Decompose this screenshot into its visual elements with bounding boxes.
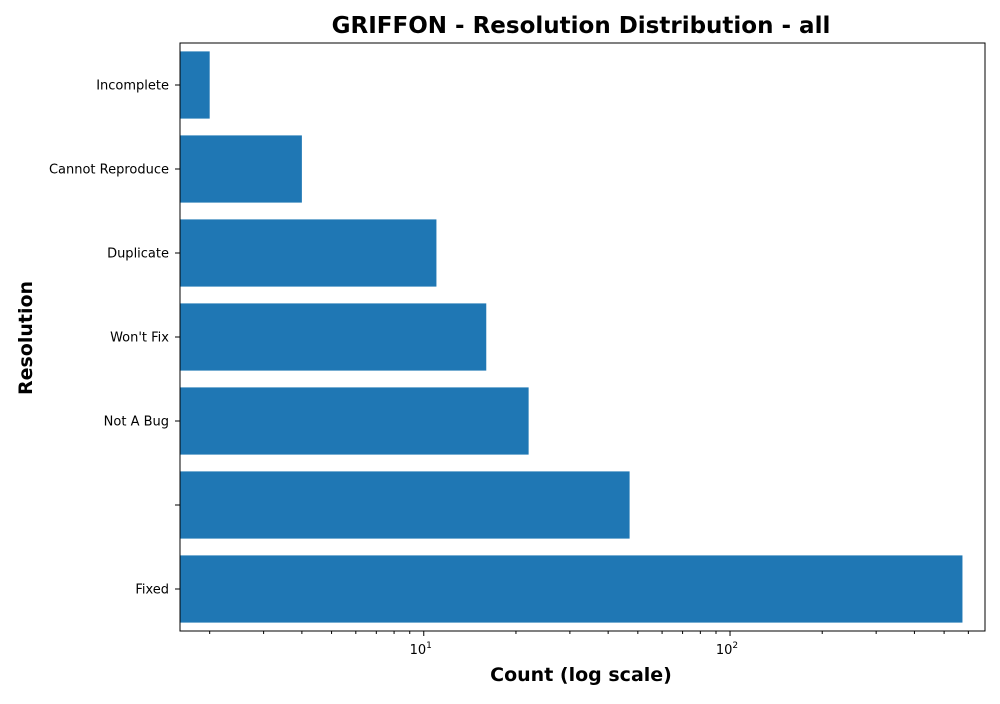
y-tick-label: Incomplete [96,79,169,94]
bar-duplicate [180,219,437,287]
y-tick-label: Fixed [135,583,169,598]
bar-cannot-reproduce [180,135,302,203]
bar-incomplete [180,51,210,119]
y-tick-label: Duplicate [107,247,169,262]
x-tick-label: 102 [716,641,738,658]
y-axis-label: Resolution [15,281,37,395]
y-tick-label: Not A Bug [104,415,169,430]
x-tick-label: 101 [410,641,432,658]
y-tick-label: Won't Fix [110,331,169,346]
chart-title: GRIFFON - Resolution Distribution - all [332,13,831,39]
bar-not-a-bug [180,387,529,455]
plot-area: Fixed Not A Bug Won't Fix Duplicate Cannot R… [49,42,986,658]
bar-blank [180,471,630,539]
bar-fixed [180,555,963,623]
bar-won-t-fix [180,303,487,371]
plot-frame [179,42,986,632]
y-tick-label: Cannot Reproduce [49,163,169,178]
x-axis-label: Count (log scale) [490,664,672,686]
